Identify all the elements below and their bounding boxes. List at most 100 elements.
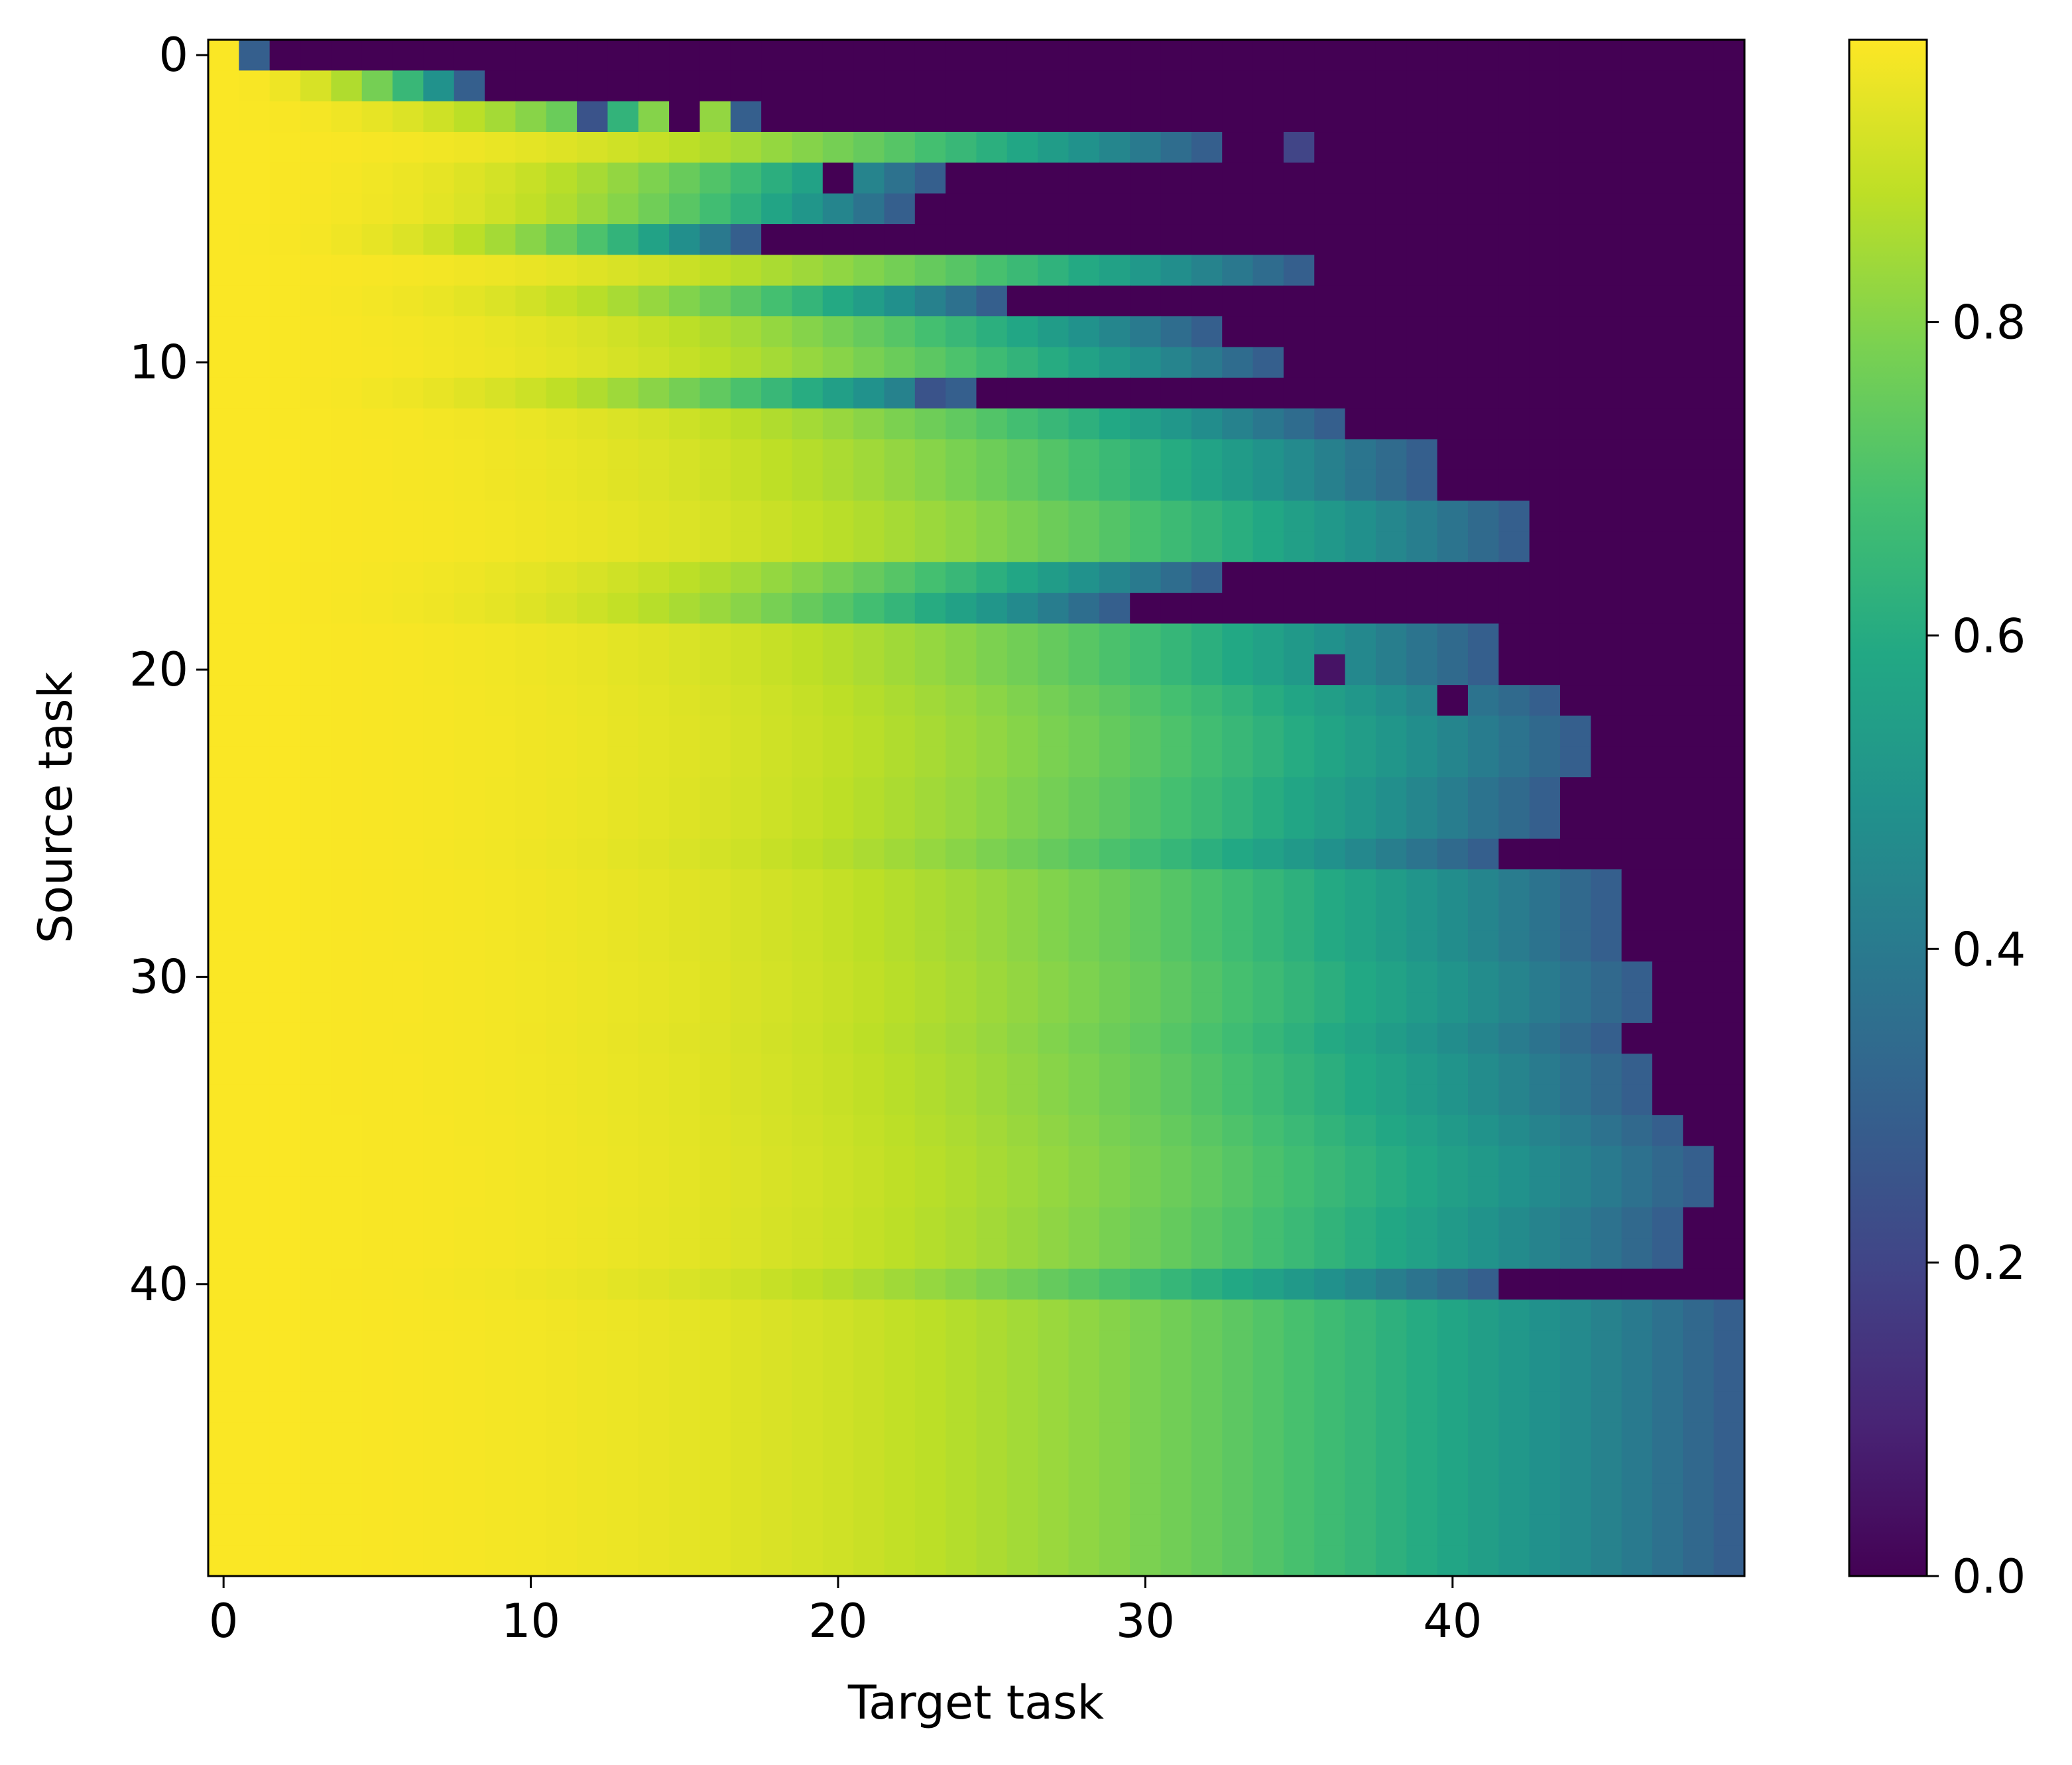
heatmap-cell xyxy=(1068,1391,1100,1423)
heatmap-cell xyxy=(1652,992,1683,1024)
heatmap-cell xyxy=(700,1268,731,1300)
heatmap-cell xyxy=(393,992,424,1024)
heatmap-cell xyxy=(1038,255,1069,286)
heatmap-cell xyxy=(1559,562,1591,593)
heatmap-cell xyxy=(1713,1084,1745,1116)
heatmap-cell xyxy=(1683,1054,1715,1085)
heatmap-cell xyxy=(1130,1238,1162,1270)
heatmap-cell xyxy=(208,1391,239,1423)
heatmap-cell xyxy=(454,40,485,71)
heatmap-cell xyxy=(1437,1391,1469,1423)
heatmap-cell xyxy=(884,162,916,194)
heatmap-cell xyxy=(1345,531,1376,563)
heatmap-cell xyxy=(454,501,485,532)
heatmap-cell xyxy=(269,255,301,286)
heatmap-cell xyxy=(1252,777,1284,809)
heatmap-cell xyxy=(1038,1054,1069,1085)
heatmap-cell xyxy=(1652,408,1683,440)
heatmap-cell xyxy=(1130,408,1162,440)
heatmap-cell xyxy=(853,347,885,379)
heatmap-cell xyxy=(1559,1514,1591,1546)
heatmap-cell xyxy=(331,132,363,163)
heatmap-cell xyxy=(1498,654,1530,686)
heatmap-cell xyxy=(577,377,609,409)
heatmap-cell xyxy=(546,961,578,993)
heatmap-cell xyxy=(269,593,301,625)
heatmap-cell xyxy=(1529,347,1561,379)
heatmap-cell xyxy=(423,1391,455,1423)
heatmap-cell xyxy=(945,808,977,839)
heatmap-cell xyxy=(1191,285,1223,317)
heatmap-cell xyxy=(761,1391,793,1423)
heatmap-cell xyxy=(1621,469,1653,501)
heatmap-cell xyxy=(1099,224,1130,255)
heatmap-cell xyxy=(1375,1054,1407,1085)
heatmap-cell xyxy=(884,255,916,286)
heatmap-cell xyxy=(1375,531,1407,563)
heatmap-cell xyxy=(1345,439,1376,471)
heatmap-cell xyxy=(1222,1299,1254,1331)
heatmap-cell xyxy=(1191,70,1223,102)
heatmap-cell xyxy=(853,715,885,747)
heatmap-cell xyxy=(1222,347,1254,379)
heatmap-cell xyxy=(853,1422,885,1454)
heatmap-cell xyxy=(1529,1514,1561,1546)
heatmap-cell xyxy=(454,1268,485,1300)
heatmap-cell xyxy=(361,593,393,625)
heatmap-cell xyxy=(822,255,854,286)
heatmap-cell xyxy=(546,193,578,225)
heatmap-cell xyxy=(1559,1146,1591,1178)
heatmap-cell xyxy=(1591,1115,1622,1146)
heatmap-cell xyxy=(1591,777,1622,809)
heatmap-cell xyxy=(1068,838,1100,870)
heatmap-cell xyxy=(1498,316,1530,347)
heatmap-cell xyxy=(1375,623,1407,655)
heatmap-cell xyxy=(1559,377,1591,409)
heatmap-cell xyxy=(1191,715,1223,747)
heatmap-cell xyxy=(485,1330,516,1362)
heatmap-cell xyxy=(914,408,946,440)
heatmap-cell xyxy=(1437,1054,1469,1085)
heatmap-cell xyxy=(730,316,762,347)
heatmap-cell xyxy=(1559,531,1591,563)
heatmap-cell xyxy=(976,992,1008,1024)
heatmap-cell xyxy=(730,285,762,317)
heatmap-cell xyxy=(792,1483,823,1515)
heatmap-cell xyxy=(976,623,1008,655)
heatmap-cell xyxy=(546,1115,578,1146)
heatmap-cell xyxy=(423,1453,455,1485)
heatmap-cell xyxy=(546,408,578,440)
heatmap-cell xyxy=(761,439,793,471)
heatmap-cell xyxy=(1160,347,1192,379)
heatmap-cell xyxy=(1191,1054,1223,1085)
heatmap-cell xyxy=(423,193,455,225)
heatmap-cell xyxy=(1252,40,1284,71)
heatmap-cell xyxy=(669,439,701,471)
heatmap-cell xyxy=(1437,1084,1469,1116)
heatmap-cell xyxy=(393,1361,424,1392)
heatmap-cell xyxy=(1713,101,1745,133)
heatmap-cell xyxy=(853,285,885,317)
heatmap-cell xyxy=(1314,1299,1346,1331)
heatmap-cell xyxy=(1160,1330,1192,1362)
heatmap-cell xyxy=(361,1176,393,1208)
heatmap-cell xyxy=(331,1115,363,1146)
heatmap-cell xyxy=(208,1268,239,1300)
heatmap-cell xyxy=(485,1238,516,1270)
heatmap-cell xyxy=(393,715,424,747)
heatmap-cell xyxy=(1006,654,1038,686)
heatmap-cell xyxy=(669,1453,701,1485)
heatmap-cell xyxy=(1252,838,1284,870)
heatmap-cell xyxy=(1345,255,1376,286)
heatmap-cell xyxy=(1559,224,1591,255)
heatmap-cell xyxy=(1283,1054,1315,1085)
heatmap-cell xyxy=(822,1299,854,1331)
heatmap-cell xyxy=(700,808,731,839)
heatmap-cell xyxy=(1375,562,1407,593)
heatmap-cell xyxy=(1252,808,1284,839)
heatmap-cell xyxy=(1038,654,1069,686)
heatmap-cell xyxy=(792,40,823,71)
heatmap-cell xyxy=(1683,224,1715,255)
heatmap-cell xyxy=(454,1422,485,1454)
heatmap-cell xyxy=(1406,593,1438,625)
